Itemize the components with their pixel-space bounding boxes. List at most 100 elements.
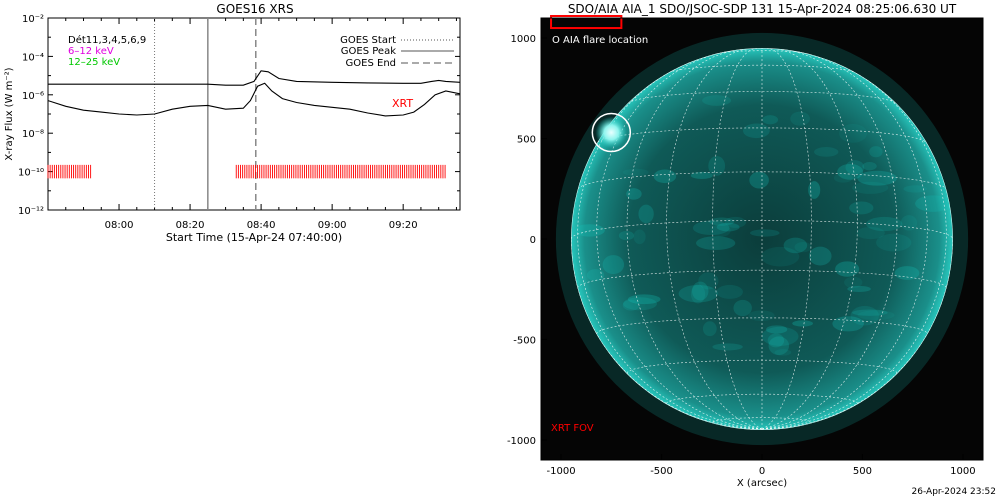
active-region	[692, 281, 709, 301]
active-region	[710, 224, 731, 238]
active-region	[915, 195, 952, 212]
xrt-annotation: XRT	[392, 97, 413, 110]
active-region	[766, 325, 788, 334]
longitude-line	[761, 48, 858, 430]
active-region	[618, 230, 635, 241]
aia-legend-text: O AIA flare location	[552, 35, 648, 46]
active-region	[762, 115, 779, 125]
active-region	[845, 160, 865, 175]
goes-y-tick-label: 10⁻⁴	[22, 52, 44, 63]
longitude-line	[761, 51, 928, 430]
legend-goes-peak-label: GOES Peak	[341, 46, 396, 57]
active-region	[627, 294, 661, 305]
latitude-line	[716, 50, 808, 54]
active-region	[847, 285, 871, 293]
longitude-line	[666, 48, 763, 430]
active-region	[702, 321, 717, 337]
latitude-line	[577, 171, 947, 190]
aia-y-tick-label: 0	[530, 235, 536, 246]
active-region	[783, 237, 808, 254]
aia-x-tick-label: 500	[853, 466, 872, 477]
goes-legend: GOES Start GOES Peak GOES End	[340, 35, 454, 69]
active-region	[761, 326, 799, 346]
goes-y-tick-label: 10⁻¹²	[18, 206, 44, 217]
active-region	[814, 147, 839, 157]
active-region	[716, 284, 744, 299]
timestamp-text: 26-Apr-2024 23:52	[912, 487, 996, 497]
active-region	[849, 201, 874, 215]
active-region	[622, 168, 649, 176]
active-region	[622, 299, 640, 311]
goes-x-axis: 08:00 08:20 08:40 09:00 09:20	[65, 18, 457, 231]
active-region	[712, 343, 743, 351]
active-region	[768, 336, 790, 356]
aia-x-tick-label: 0	[759, 466, 765, 477]
active-region	[749, 171, 769, 189]
active-region	[832, 316, 864, 332]
longitude-line	[761, 59, 947, 430]
goes-series-line-short	[48, 82, 460, 117]
active-region	[638, 204, 654, 224]
active-region	[709, 217, 735, 226]
goes-y-tick-label: 10⁻⁸	[22, 129, 44, 140]
active-region	[835, 261, 860, 277]
active-region	[837, 163, 864, 180]
aia-chart-title: SDO/AIA AIA_1 SDO/JSOC-SDP 131 15-Apr-20…	[568, 2, 957, 16]
goes-x-tick-label: 08:00	[105, 220, 134, 231]
aia-x-axis: -1000 -500 0 500 1000	[547, 454, 976, 477]
goes-y-tick-label: 10⁻⁶	[22, 91, 44, 102]
legend-goes-end-label: GOES End	[346, 58, 396, 69]
active-region	[857, 310, 895, 321]
xrt-coverage-bars	[47, 164, 446, 179]
aia-y-tick-label: -1000	[507, 436, 536, 447]
active-region	[852, 181, 889, 194]
legend-goes-start-label: GOES Start	[340, 35, 396, 46]
goes-x-tick-label: 08:40	[247, 220, 276, 231]
detector-text: Dét11,3,4,5,6,9	[68, 34, 146, 46]
active-region	[692, 220, 730, 236]
goes-x-tick-label: 09:00	[318, 220, 347, 231]
aia-y-tick-label: 500	[517, 135, 536, 146]
active-region	[742, 123, 770, 139]
active-region	[866, 216, 903, 232]
active-region	[750, 229, 780, 237]
goes-event-lines	[154, 18, 257, 210]
active-region	[839, 124, 868, 143]
flare-location-circle	[591, 112, 632, 153]
xrt-fov-rectangle	[550, 14, 623, 30]
active-region	[900, 215, 918, 231]
active-region	[808, 181, 821, 199]
active-region	[602, 255, 625, 275]
goes-y-axis-label: X-ray Flux (W m⁻²)	[4, 67, 15, 160]
active-region	[690, 171, 713, 179]
goes-y-tick-label: 10⁻¹⁰	[18, 168, 44, 179]
goes-y-tick-label: 10⁻²	[22, 14, 44, 25]
active-region	[678, 285, 718, 303]
active-region	[767, 333, 785, 348]
aia-x-tick-label: -500	[650, 466, 673, 477]
active-region	[586, 269, 605, 282]
goes-flux-series	[48, 70, 460, 117]
active-region	[623, 297, 658, 311]
active-region	[850, 306, 879, 326]
active-region	[696, 236, 736, 251]
goes-info-text: Dét11,3,4,5,6,9 6–12 keV 12–25 keV	[68, 34, 146, 68]
flare-bright-region	[595, 116, 628, 149]
active-region	[808, 246, 832, 266]
active-region	[702, 95, 732, 106]
active-region	[833, 173, 853, 183]
aia-x-tick-label: -1000	[547, 466, 576, 477]
longitude-line	[712, 48, 763, 430]
goes-series-line-long	[48, 70, 460, 86]
active-region	[774, 349, 792, 356]
active-region	[844, 276, 863, 289]
longitude-line	[761, 48, 812, 430]
active-region	[573, 224, 605, 237]
goes-chart-title: GOES16 XRS	[216, 2, 293, 16]
active-region	[633, 229, 646, 245]
longitude-line	[577, 59, 763, 430]
active-region	[760, 246, 800, 267]
active-region	[708, 156, 726, 176]
solar-active-regions	[573, 95, 952, 356]
